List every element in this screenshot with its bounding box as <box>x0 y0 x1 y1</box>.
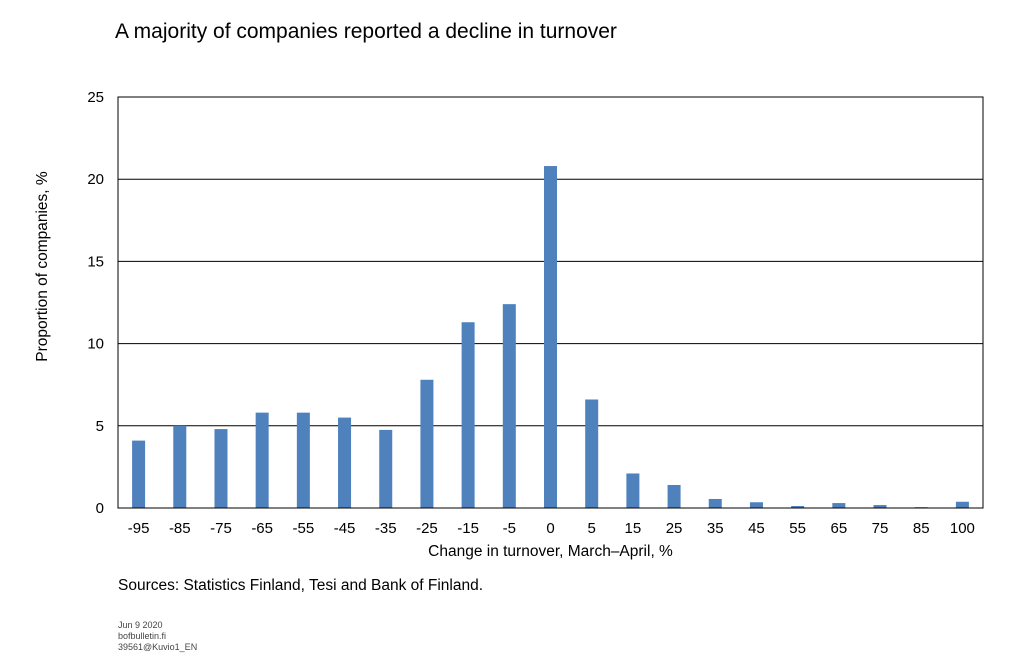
bar-15 <box>626 473 640 508</box>
x-tick-label: -45 <box>334 520 356 537</box>
chart-title: A majority of companies reported a decli… <box>115 20 617 43</box>
y-axis-label: Proportion of companies, % <box>34 171 51 362</box>
bar--85 <box>173 425 187 508</box>
y-tick-label: 25 <box>87 89 104 106</box>
bar--15 <box>461 322 475 508</box>
x-tick-label: 85 <box>913 520 930 537</box>
x-tick-label: -5 <box>503 520 516 537</box>
bar-0 <box>544 166 557 508</box>
bar--55 <box>296 412 310 508</box>
x-tick-label: 35 <box>707 520 724 537</box>
x-tick-label: -95 <box>128 520 150 537</box>
bar-25 <box>667 484 681 508</box>
x-tick-label: 0 <box>546 520 554 537</box>
y-tick-labels: 0 5 10 15 20 25 <box>87 89 104 517</box>
footer-meta: Jun 9 2020 bofbulletin.fi 39561@Kuvio1_E… <box>118 620 197 653</box>
bar--75 <box>214 429 228 508</box>
sources-note: Sources: Statistics Finland, Tesi and Ba… <box>118 577 484 594</box>
y-tick-label: 20 <box>87 171 104 188</box>
figure-code: 39561@Kuvio1_EN <box>118 642 198 652</box>
bar--65 <box>255 412 269 508</box>
website: bofbulletin.fi <box>118 631 167 641</box>
x-tick-label: 75 <box>872 520 889 537</box>
x-tick-label: -85 <box>169 520 191 537</box>
y-tick-label: 0 <box>96 500 104 517</box>
bars <box>132 166 969 508</box>
x-tick-label: -15 <box>457 520 479 537</box>
bar--35 <box>379 429 393 508</box>
plot-area-frame <box>117 96 984 509</box>
bar-45 <box>749 502 763 508</box>
x-axis-label: Change in turnover, March–April, % <box>428 543 673 560</box>
bar-75 <box>873 505 887 508</box>
bar--95 <box>132 440 146 508</box>
x-tick-label: 100 <box>950 520 975 537</box>
x-tick-label: 55 <box>789 520 806 537</box>
bar-65 <box>832 503 846 508</box>
y-tick-label: 10 <box>87 336 104 353</box>
x-tick-label: 65 <box>830 520 847 537</box>
x-tick-label: -25 <box>416 520 438 537</box>
bar-100 <box>955 501 969 508</box>
bar--5 <box>502 304 516 508</box>
x-tick-label: 45 <box>748 520 765 537</box>
y-tick-label: 5 <box>96 418 104 435</box>
bar-5 <box>585 399 599 508</box>
x-tick-label: -75 <box>210 520 232 537</box>
x-tick-label: -65 <box>251 520 273 537</box>
bar--45 <box>338 417 352 508</box>
x-tick-label: 25 <box>666 520 683 537</box>
y-tick-label: 15 <box>87 253 104 270</box>
bar-55 <box>791 506 805 508</box>
publication-date: Jun 9 2020 <box>118 620 163 630</box>
x-tick-label: -35 <box>375 520 397 537</box>
x-tick-label: 5 <box>588 520 596 537</box>
bar-35 <box>708 498 722 508</box>
x-tick-label: -55 <box>293 520 315 537</box>
x-tick-label: 15 <box>625 520 642 537</box>
x-tick-labels: -95 -85 -75 -65 -55 -45 -35 -25 -15 -5 0 5 15 25 35 45 5… <box>128 520 975 537</box>
bar--25 <box>420 379 434 508</box>
